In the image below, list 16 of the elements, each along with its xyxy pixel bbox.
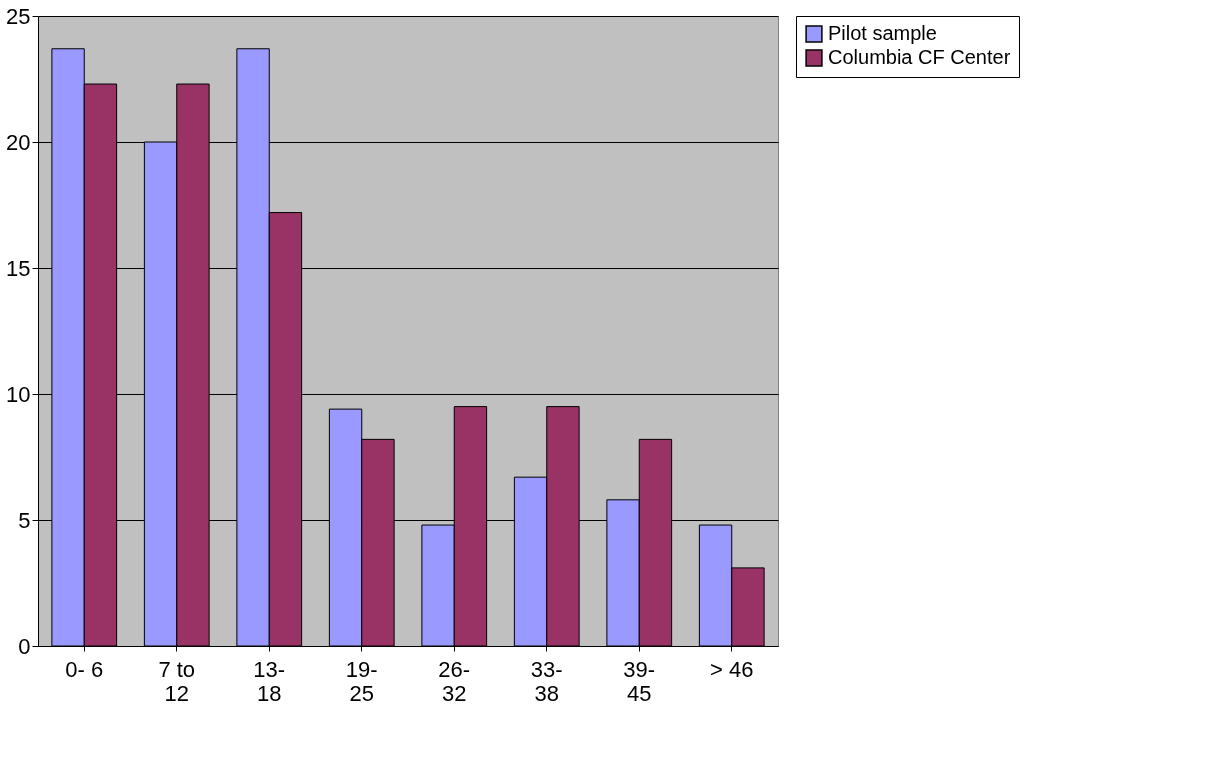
x-tick-label: 13-18 <box>253 656 286 706</box>
y-tick-label: 0 <box>18 633 31 659</box>
x-tick-label: 19-25 <box>345 656 378 706</box>
x-tick-label: 39-45 <box>623 656 656 706</box>
x-tick-label: 7 to 12 <box>158 656 196 706</box>
x-tick-label: 26-32 <box>438 656 471 706</box>
x-tick-label: > 46 <box>710 656 754 682</box>
x-tick-label: 0- 6 <box>65 656 104 682</box>
y-tick-label: 15 <box>6 255 31 281</box>
y-tick-label: 10 <box>6 381 31 407</box>
legend-label: Columbia CF Center <box>828 46 1011 68</box>
y-tick-label: 25 <box>6 3 31 29</box>
x-tick-label: 33-38 <box>530 656 563 706</box>
legend-label: Pilot sample <box>828 22 937 44</box>
y-tick-label: 5 <box>18 507 31 533</box>
y-tick-label: 20 <box>6 129 31 155</box>
